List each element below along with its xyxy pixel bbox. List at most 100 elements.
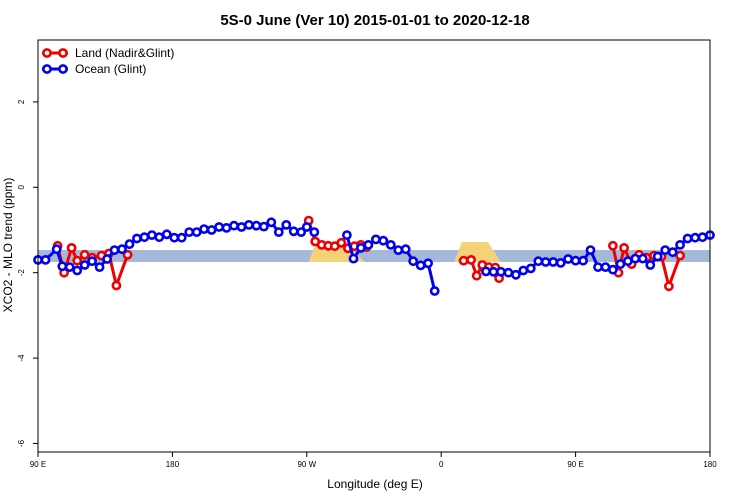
data-point [675, 250, 685, 261]
data-point [64, 262, 75, 272]
data-point [563, 254, 573, 264]
data-point [191, 227, 202, 237]
data-point [578, 255, 588, 266]
data-point [652, 251, 663, 262]
data-point [117, 244, 127, 255]
x-tick-label: 90 E [567, 460, 583, 469]
chart-title: 5S-0 June (Ver 10) 2015-01-01 to 2020-12… [220, 12, 529, 29]
data-point [630, 253, 641, 264]
plot-area [38, 40, 710, 452]
data-point [540, 257, 551, 267]
y-axis-ticks: 2 0 -2 -4 -6 [17, 99, 38, 447]
data-point [570, 255, 581, 266]
plot-background [38, 40, 710, 452]
data-point [79, 260, 90, 270]
data-point [690, 232, 700, 243]
data-point [199, 224, 209, 234]
reference-band-layer [38, 250, 710, 263]
data-point [637, 253, 648, 264]
plot-frame [37, 39, 711, 453]
data-point [458, 255, 469, 266]
data-point [615, 259, 626, 269]
reference-band [38, 250, 710, 263]
data-point [385, 239, 396, 250]
data-point [184, 227, 195, 237]
data-point [585, 245, 596, 255]
data-point [309, 227, 320, 237]
data-point [341, 230, 352, 240]
data-point [51, 244, 62, 255]
data-point [533, 256, 544, 267]
data-point [667, 247, 678, 258]
data-point [266, 217, 277, 228]
data-point [124, 239, 135, 249]
data-point [423, 258, 433, 269]
legend-marker [58, 64, 68, 74]
data-point [378, 235, 389, 246]
legend-label: Land (Nadir&Glint) [75, 46, 174, 60]
data-point [72, 255, 83, 266]
data-point [288, 226, 299, 237]
data-point [111, 280, 122, 291]
data-point [40, 254, 51, 265]
data-point [675, 239, 685, 250]
x-tick-label: 90 W [297, 460, 316, 469]
data-point [525, 263, 536, 274]
data-point [355, 242, 366, 253]
series-ocean [33, 217, 715, 296]
y-tick-label: 0 [17, 185, 26, 190]
data-point [393, 245, 404, 255]
data-point [495, 266, 506, 277]
data-point [206, 225, 217, 235]
data-point [471, 270, 482, 281]
data-point [214, 222, 224, 232]
data-point [697, 232, 708, 243]
data-point [518, 265, 529, 276]
data-point [281, 219, 292, 230]
legend: Land (Nadir&Glint) Ocean (Glint) [42, 46, 174, 76]
data-point [593, 262, 603, 272]
data-point [296, 227, 307, 237]
data-point [660, 245, 671, 255]
data-point [139, 232, 150, 243]
legend-marker [42, 64, 52, 74]
y-tick-label: 2 [17, 99, 26, 104]
x-axis-label: Longitude (deg E) [327, 477, 422, 491]
y-tick-label: -4 [17, 354, 26, 362]
data-point [176, 232, 187, 243]
data-point [619, 242, 629, 253]
data-point [370, 234, 381, 245]
data-point [466, 254, 476, 265]
x-tick-label: 180 [166, 460, 180, 469]
data-point [161, 229, 172, 240]
series-layer [33, 215, 715, 296]
data-point [87, 256, 97, 267]
data-point [72, 265, 83, 276]
data-point [608, 240, 618, 251]
data-point [363, 239, 374, 250]
data-point [555, 257, 566, 268]
data-point [131, 233, 142, 244]
data-point [481, 266, 491, 277]
data-point [229, 220, 239, 231]
data-point [408, 256, 419, 267]
y-axis-label: XCO2 - MLO trend (ppm) [1, 178, 15, 313]
data-point [243, 219, 254, 230]
x-axis-ticks: 90 E 180 90 W 0 90 E 180 [30, 452, 717, 469]
data-point [429, 286, 440, 296]
legend-marker [42, 48, 52, 58]
data-point [348, 253, 359, 264]
data-point [258, 221, 269, 232]
data-point [57, 261, 68, 272]
data-point [154, 232, 165, 243]
y-tick-label: -6 [17, 439, 26, 447]
data-point [66, 242, 77, 253]
data-point [251, 220, 262, 231]
x-tick-label: 180 [703, 460, 717, 469]
x-tick-label: 90 E [30, 460, 46, 469]
y-tick-label: -2 [17, 269, 26, 277]
x-tick-label: 0 [439, 460, 444, 469]
legend-marker [58, 48, 68, 58]
data-point [273, 227, 284, 237]
